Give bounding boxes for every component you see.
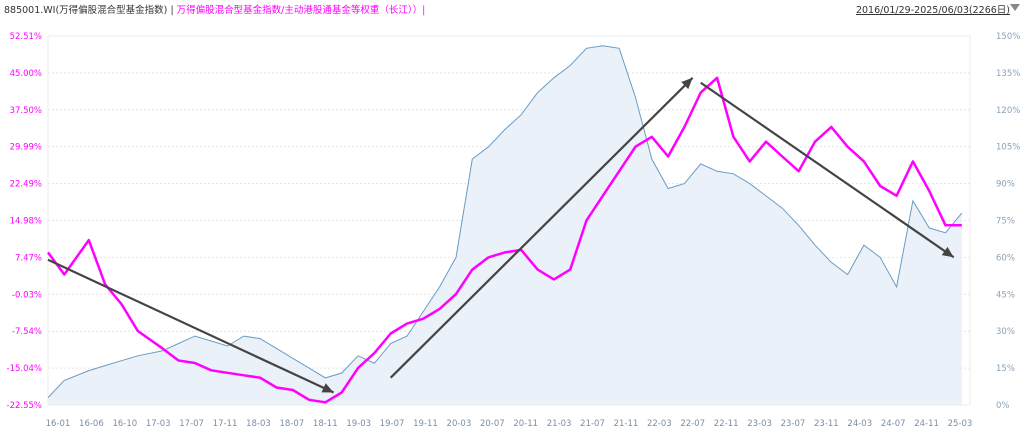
x-tick-label: 21-11 bbox=[614, 419, 639, 429]
x-tick-label: 22-03 bbox=[647, 419, 672, 429]
trend-arrows bbox=[47, 77, 955, 394]
x-tick-label: 17-07 bbox=[179, 419, 204, 429]
y-left-tick-label: 37.50% bbox=[10, 106, 42, 116]
x-tick-label: 24-07 bbox=[881, 419, 906, 429]
date-range-selector[interactable]: 2016/01/29-2025/06/03(2266日) bbox=[855, 5, 1010, 16]
title-separator: | bbox=[170, 5, 174, 16]
x-tick-label: 25-03 bbox=[948, 419, 973, 429]
y-right-tick-label: 30% bbox=[996, 327, 1015, 337]
y-right-tick-label: 45% bbox=[996, 290, 1015, 300]
index-code-title[interactable]: 885001.WI(万得偏股混合型基金指数) bbox=[4, 5, 168, 16]
x-tick-label: 22-07 bbox=[680, 419, 705, 429]
y-left-tick-label: -7.54% bbox=[12, 327, 42, 337]
y-left-tick-label: 52.51% bbox=[10, 32, 42, 42]
x-tick-label: 21-03 bbox=[547, 419, 572, 429]
caret-down-icon[interactable] bbox=[1010, 4, 1020, 11]
x-tick-label: 22-11 bbox=[714, 419, 739, 429]
right-axis-labels: 150% 135% 120% 105% 90% 75% 60% 45% 30% 15% 0% bbox=[996, 32, 1020, 411]
y-right-tick-label: 0% bbox=[996, 401, 1010, 411]
y-left-tick-label: 14.98% bbox=[10, 217, 42, 227]
y-right-tick-label: 60% bbox=[996, 253, 1015, 263]
y-left-tick-label: -0.03% bbox=[12, 290, 42, 300]
y-left-tick-label: 7.47% bbox=[15, 253, 42, 263]
x-tick-label: 20-07 bbox=[480, 419, 505, 429]
y-left-tick-label: -22.55% bbox=[7, 401, 42, 411]
right-series-area bbox=[48, 45, 962, 406]
chart-header: 885001.WI(万得偏股混合型基金指数) | 万得偏股混合型基金指数/主动港… bbox=[4, 2, 425, 16]
x-tick-label: 24-03 bbox=[847, 419, 872, 429]
y-left-tick-label: 22.49% bbox=[10, 180, 42, 190]
y-left-tick-label: 29.99% bbox=[10, 143, 42, 153]
x-axis-labels: 16-01 16-06 16-10 17-03 17-07 17-11 18-03 18-07… bbox=[46, 419, 973, 429]
x-tick-label: 18-11 bbox=[313, 419, 338, 429]
y-right-tick-label: 15% bbox=[996, 364, 1015, 374]
x-tick-label: 24-11 bbox=[914, 419, 939, 429]
trend-arrow-head bbox=[321, 383, 334, 393]
x-tick-label: 16-10 bbox=[112, 419, 137, 429]
x-tick-label: 18-07 bbox=[280, 419, 305, 429]
x-tick-label: 19-11 bbox=[413, 419, 438, 429]
x-tick-label: 18-03 bbox=[246, 419, 271, 429]
y-left-tick-label: -15.04% bbox=[7, 364, 42, 374]
x-tick-label: 16-06 bbox=[79, 419, 104, 429]
x-tick-label: 17-03 bbox=[146, 419, 171, 429]
series-lines bbox=[46, 45, 963, 404]
trend-arrow-line bbox=[47, 258, 335, 394]
x-tick-label: 16-01 bbox=[46, 419, 71, 429]
x-tick-label: 23-11 bbox=[814, 419, 839, 429]
compare-series-title[interactable]: 万得偏股混合型基金指数/主动港股通基金等权重（长江））| bbox=[176, 5, 426, 16]
trend-arrow-head bbox=[941, 246, 954, 258]
y-right-tick-label: 120% bbox=[996, 106, 1020, 116]
left-series-line bbox=[46, 76, 962, 404]
y-right-tick-label: 105% bbox=[996, 143, 1020, 153]
trend-arrow-line bbox=[700, 81, 955, 259]
x-tick-label: 23-07 bbox=[781, 419, 806, 429]
y-right-tick-label: 135% bbox=[996, 69, 1020, 79]
x-tick-label: 19-07 bbox=[380, 419, 405, 429]
right-series-line bbox=[47, 45, 963, 398]
x-tick-label: 20-03 bbox=[447, 419, 472, 429]
x-tick-label: 21-07 bbox=[580, 419, 605, 429]
trend-arrow-line bbox=[389, 77, 694, 379]
x-tick-label: 19-03 bbox=[346, 419, 371, 429]
x-tick-label: 23-03 bbox=[747, 419, 772, 429]
y-left-tick-label: 45.00% bbox=[10, 69, 42, 79]
y-right-tick-label: 90% bbox=[996, 180, 1015, 190]
y-right-tick-label: 75% bbox=[996, 217, 1015, 227]
left-axis-labels: 52.51% 45.00% 37.50% 29.99% 22.49% 14.98% 7.47… bbox=[7, 32, 42, 411]
right-series-fill bbox=[48, 45, 962, 406]
trend-arrow-head bbox=[681, 77, 693, 90]
y-right-tick-label: 150% bbox=[996, 32, 1020, 42]
x-tick-label: 17-11 bbox=[213, 419, 238, 429]
x-tick-label: 20-11 bbox=[513, 419, 538, 429]
